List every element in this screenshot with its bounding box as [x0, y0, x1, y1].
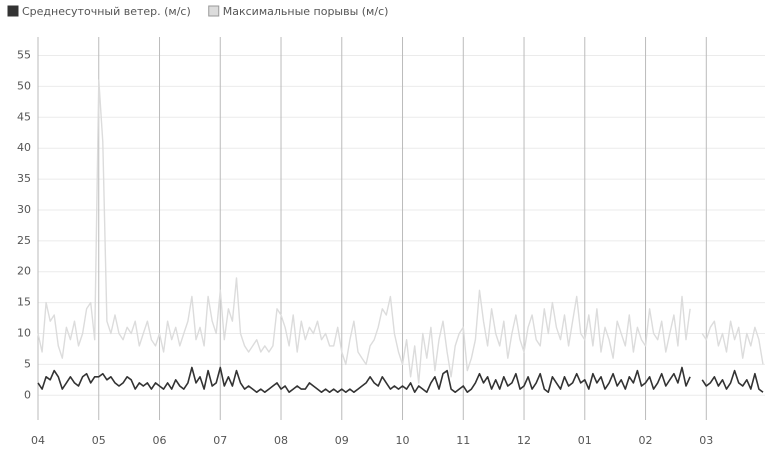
y-tick-label: 50: [17, 79, 31, 92]
series-line: [37, 79, 764, 384]
x-tick-label: 11: [456, 434, 470, 447]
x-tick-label: 12: [517, 434, 531, 447]
legend-swatch: [7, 5, 19, 17]
y-tick-label: 45: [17, 110, 31, 123]
x-tick-label: 10: [396, 434, 410, 447]
x-tick-label: 02: [639, 434, 653, 447]
x-tick-label: 09: [335, 434, 349, 447]
y-tick-label: 10: [17, 327, 31, 340]
x-tick-label: 06: [153, 434, 167, 447]
x-tick-label: 04: [31, 434, 45, 447]
legend-label: Максимальные порывы (м/с): [223, 5, 389, 18]
y-tick-label: 35: [17, 172, 31, 185]
x-tick-label: 03: [699, 434, 713, 447]
y-tick-label: 55: [17, 49, 31, 62]
y-tick-label: 40: [17, 141, 31, 154]
legend: Среднесуточный ветер. (м/с) Максимальные …: [7, 5, 389, 18]
legend-swatch: [208, 5, 220, 17]
y-tick-label: 0: [24, 388, 31, 401]
legend-label: Среднесуточный ветер. (м/с): [22, 5, 191, 18]
y-tick-label: 15: [17, 296, 31, 309]
y-tick-label: 25: [17, 234, 31, 247]
y-tick-label: 30: [17, 203, 31, 216]
x-tick-label: 05: [92, 434, 106, 447]
series-line: [37, 366, 764, 393]
x-tick-label: 01: [578, 434, 592, 447]
x-tick-label: 08: [274, 434, 288, 447]
y-tick-label: 20: [17, 265, 31, 278]
x-tick-label: 07: [213, 434, 227, 447]
y-tick-label: 5: [24, 357, 31, 370]
